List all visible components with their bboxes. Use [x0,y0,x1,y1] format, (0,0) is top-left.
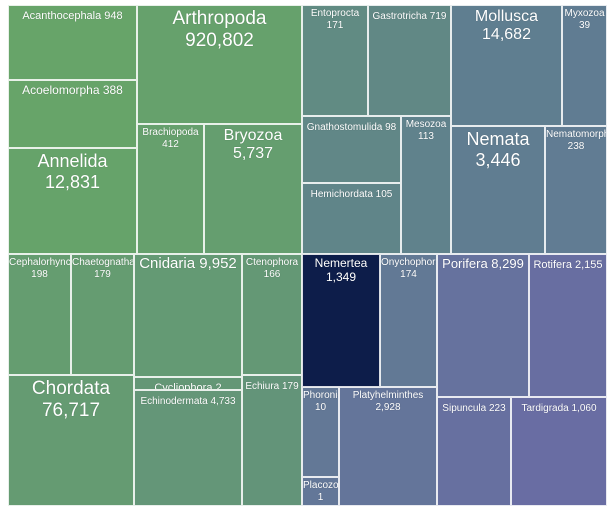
cell-value: 5,737 [232,145,274,163]
cell-label: Acoelomorpha 388 [22,83,123,97]
treemap-cell-mesozoa[interactable]: Mesozoa 113 [401,116,451,254]
treemap-cell-tardigrada[interactable]: Tardigrada 1,060 [511,397,607,506]
cell-label: Brachiopoda [142,127,199,138]
treemap-cell-cycliophora[interactable]: Cycliophora 2 [134,377,242,390]
cell-label: Arthropoda [172,8,267,29]
cell-label: Gastrotricha 719 [372,11,447,22]
cell-label: Echinodermata 4,733 [140,396,236,407]
cell-label: Mesozoa [405,119,447,130]
cell-value: 920,802 [185,29,254,51]
cell-value: 198 [31,268,48,280]
treemap-cell-gastrotricha[interactable]: Gastrotricha 719 [368,5,451,116]
cell-label: Porifera 8,299 [442,256,524,271]
cell-value: 14,682 [482,26,531,44]
cell-value: 1 [317,491,324,503]
treemap-cell-acanthocephala[interactable]: Acanthocephala 948 [8,5,137,80]
cell-value: 39 [578,19,591,31]
treemap-cell-mollusca[interactable]: Mollusca 14,682 [451,5,562,126]
treemap-cell-onychophora[interactable]: Onychophora 174 [380,254,437,387]
cell-value: 171 [326,19,344,31]
treemap-cell-phoronida[interactable]: Phoronida10 [302,387,339,477]
cell-label: Sipuncula 223 [442,403,506,414]
treemap-cell-porifera[interactable]: Porifera 8,299 [437,254,529,397]
cell-label: Chaetognatha [72,257,134,268]
treemap-cell-bryozoa[interactable]: Bryozoa 5,737 [204,124,302,254]
treemap-cell-arthropoda[interactable]: Arthropoda 920,802 [137,5,302,124]
cell-label: Cnidaria 9,952 [139,255,237,272]
treemap-cell-nematomorpha[interactable]: Nematomorpha238 [545,126,607,254]
treemap-cell-echiura[interactable]: Echiura 179 [242,375,302,506]
cell-label: Nemata [466,129,530,149]
treemap-cell-nemata[interactable]: Nemata 3,446 [451,126,545,254]
treemap-cell-annelida[interactable]: Annelida 12,831 [8,148,137,254]
cell-value: 1,349 [325,269,357,284]
cell-value: 174 [400,268,417,280]
cell-label: Nemertea [314,256,368,270]
treemap-cell-brachiopoda[interactable]: Brachiopoda 412 [137,124,204,254]
treemap-cell-hemichordata[interactable]: Hemichordata 105 [302,183,401,254]
cell-label: Cephalorhyncha [9,257,71,268]
treemap-cell-acoelomorpha[interactable]: Acoelomorpha 388 [8,80,137,148]
treemap-cell-cnidaria[interactable]: Cnidaria 9,952 [134,254,242,377]
treemap-cell-echinodermata[interactable]: Echinodermata 4,733 [134,390,242,506]
cell-label: Annelida [37,151,108,171]
cell-value: 76,717 [41,399,101,421]
cell-label: Phoronida [303,390,338,401]
cell-value: 179 [94,268,111,280]
cell-label: Entoprocta [310,8,360,19]
cell-label: Ctenophora [245,257,299,268]
cell-value: 10 [314,401,327,413]
cell-label: Onychophora [381,257,437,268]
cell-label: Cycliophora 2 [154,382,222,390]
treemap-cell-cephalorhyncha[interactable]: Cephalorhyncha198 [8,254,71,375]
cell-label: Placozoa [303,480,339,491]
cell-label: Bryozoa [223,127,283,144]
treemap-cell-platyhelminthes[interactable]: Platyhelminthes 2,928 [339,387,437,506]
cell-label: Chordata [31,378,111,399]
cell-value: 3,446 [475,149,521,170]
treemap-cell-sipuncula[interactable]: Sipuncula 223 [437,397,511,506]
cell-label: Platyhelminthes [352,390,424,401]
cell-value: 166 [263,268,281,280]
treemap-cell-chaetognatha[interactable]: Chaetognatha 179 [71,254,134,375]
cell-value: 2,928 [375,401,401,413]
cell-label: Myxozoa [564,8,605,19]
cell-label: Gnathostomulida 98 [306,122,397,133]
cell-label: Echiura 179 [245,381,299,392]
cell-label: Hemichordata 105 [310,189,393,200]
treemap-cell-myxozoa[interactable]: Myxozoa 39 [562,5,607,126]
treemap-cell-nemertea[interactable]: Nemertea 1,349 [302,254,380,387]
cell-label: Mollusca [474,8,539,25]
cell-value: 412 [162,138,179,150]
cell-label: Acanthocephala 948 [22,10,123,22]
cell-value: 238 [567,140,585,152]
treemap-cell-gnathostomulida[interactable]: Gnathostomulida 98 [302,116,401,183]
cell-label: Rotifera 2,155 [533,259,603,271]
cell-value: 12,831 [44,171,101,192]
cell-label: Tardigrada 1,060 [521,403,597,414]
treemap-cell-placozoa[interactable]: Placozoa1 [302,477,339,506]
treemap-cell-chordata[interactable]: Chordata 76,717 [8,375,134,506]
cell-value: 113 [418,130,434,142]
cell-label: Nematomorpha [546,129,606,140]
treemap-cell-ctenophora[interactable]: Ctenophora 166 [242,254,302,375]
treemap-cell-rotifera[interactable]: Rotifera 2,155 [529,254,607,397]
treemap-cell-entoprocta[interactable]: Entoprocta 171 [302,5,368,116]
